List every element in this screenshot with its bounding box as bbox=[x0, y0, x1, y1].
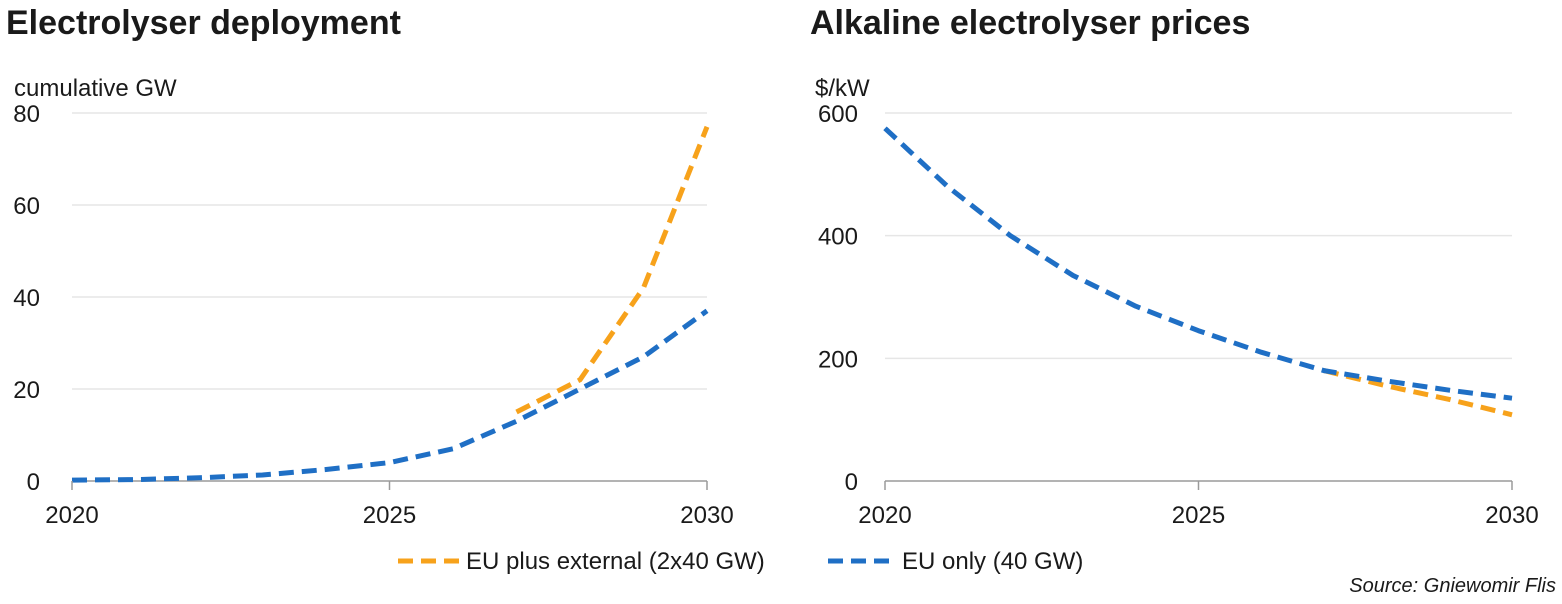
x-tick-label: 2030 bbox=[680, 502, 733, 529]
source-note: Source: Gniewomir Flis bbox=[1349, 575, 1556, 597]
x-tick-label: 2025 bbox=[363, 502, 416, 529]
y-tick-label: 80 bbox=[13, 101, 40, 128]
y-axis-unit: $/kW bbox=[815, 75, 870, 102]
x-tick-label: 2025 bbox=[1172, 502, 1225, 529]
x-tick-label: 2020 bbox=[45, 502, 98, 529]
legend: EU plus external (2x40 GW) EU only (40 G… bbox=[398, 548, 1083, 575]
x-tick-label: 2020 bbox=[858, 502, 911, 529]
y-tick-label: 200 bbox=[818, 346, 858, 373]
chart-title: Electrolyser deployment bbox=[6, 4, 401, 42]
chart-electrolyser-deployment: Electrolyser deployment cumulative GW 02… bbox=[6, 4, 734, 529]
x-tick-label: 2030 bbox=[1485, 502, 1538, 529]
y-tick-label: 60 bbox=[13, 193, 40, 220]
legend-label: EU only (40 GW) bbox=[902, 548, 1083, 575]
series-line-eu-only-40-gw bbox=[71, 308, 709, 483]
legend-item-eu-only: EU only (40 GW) bbox=[828, 548, 1083, 575]
series-line-eu-plus-external-2x40-gw bbox=[515, 125, 710, 415]
y-tick-label: 20 bbox=[13, 377, 40, 404]
legend-label: EU plus external (2x40 GW) bbox=[466, 548, 765, 575]
chart-title: Alkaline electrolyser prices bbox=[810, 4, 1250, 42]
legend-item-eu-plus-external: EU plus external (2x40 GW) bbox=[398, 548, 765, 575]
y-tick-label: 600 bbox=[818, 101, 858, 128]
y-tick-label: 40 bbox=[13, 285, 40, 312]
chart-alkaline-prices: Alkaline electrolyser prices $/kW 0 200 40… bbox=[810, 4, 1539, 529]
y-axis-unit: cumulative GW bbox=[14, 75, 177, 102]
series-line-eu-only-40-gw bbox=[883, 126, 1513, 401]
y-tick-label: 0 bbox=[27, 469, 40, 496]
y-tick-label: 0 bbox=[845, 469, 858, 496]
y-tick-label: 400 bbox=[818, 224, 858, 251]
